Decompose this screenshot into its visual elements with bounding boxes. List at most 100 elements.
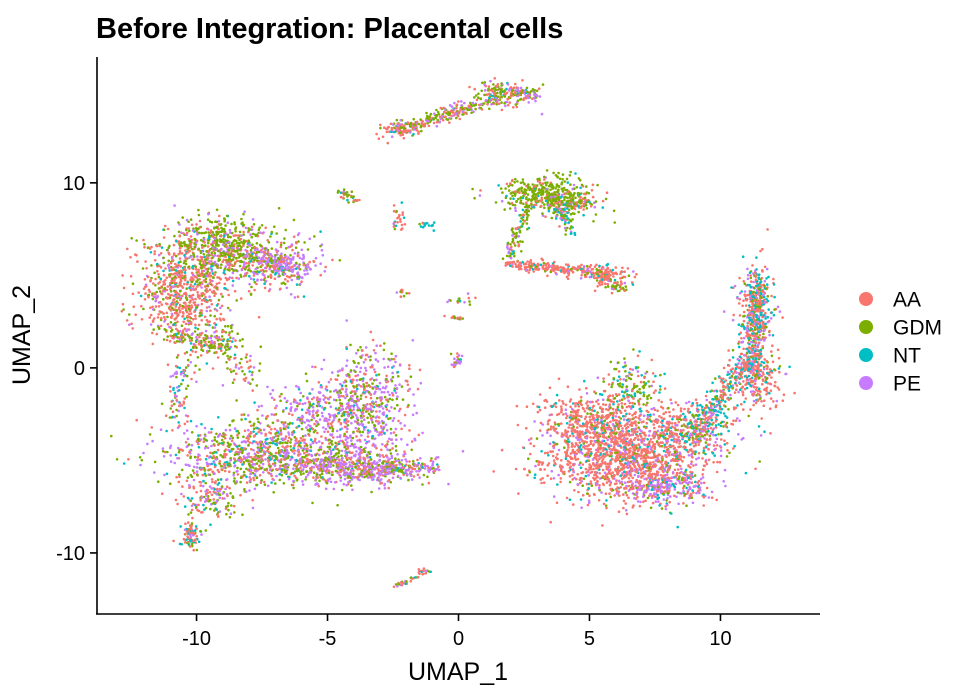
data-point-aa	[198, 219, 202, 223]
data-point-gdm	[395, 397, 399, 401]
data-point-gdm	[282, 482, 286, 485]
data-point-nt	[159, 277, 163, 281]
data-point-gdm	[360, 469, 364, 472]
data-point-aa	[465, 112, 468, 116]
data-point-aa	[565, 416, 568, 420]
data-point-gdm	[359, 394, 363, 397]
data-point-pe	[269, 392, 272, 396]
data-point-gdm	[494, 201, 498, 204]
data-point-pe	[784, 372, 787, 376]
data-point-aa	[376, 472, 379, 475]
data-point-aa	[589, 447, 592, 451]
data-point-aa	[605, 506, 608, 510]
data-point-aa	[169, 334, 172, 338]
data-point-pe	[504, 104, 507, 108]
data-point-nt	[223, 286, 226, 290]
data-point-gdm	[166, 450, 169, 454]
data-point-aa	[407, 292, 411, 295]
data-point-aa	[725, 441, 729, 445]
data-point-nt	[755, 256, 758, 259]
data-point-aa	[597, 402, 600, 406]
data-point-aa	[543, 451, 547, 455]
data-point-aa	[268, 425, 271, 429]
data-point-aa	[362, 414, 366, 418]
data-point-aa	[374, 419, 378, 423]
data-point-nt	[767, 275, 770, 279]
data-point-aa	[598, 472, 601, 475]
data-point-aa	[250, 460, 254, 464]
data-point-nt	[765, 283, 769, 286]
data-point-aa	[592, 276, 596, 280]
data-point-pe	[304, 475, 308, 479]
data-point-pe	[184, 463, 188, 467]
data-point-pe	[354, 413, 358, 417]
data-point-aa	[136, 260, 139, 263]
data-point-pe	[307, 449, 311, 452]
data-point-aa	[761, 270, 764, 273]
data-point-aa	[580, 274, 583, 277]
data-point-aa	[596, 285, 599, 288]
data-point-gdm	[302, 472, 305, 475]
data-point-aa	[375, 446, 378, 450]
data-point-gdm	[293, 435, 297, 439]
data-point-aa	[760, 276, 764, 280]
data-point-gdm	[210, 334, 213, 338]
data-point-aa	[352, 411, 356, 415]
data-point-aa	[608, 483, 612, 487]
data-point-gdm	[402, 294, 406, 298]
data-point-pe	[256, 443, 260, 446]
data-point-aa	[556, 453, 559, 456]
data-point-aa	[701, 468, 705, 472]
data-point-aa	[720, 438, 723, 441]
data-point-aa	[373, 370, 377, 374]
data-point-aa	[399, 217, 402, 221]
data-point-pe	[722, 480, 725, 483]
data-point-aa	[223, 469, 227, 473]
data-point-aa	[557, 377, 561, 381]
data-point-pe	[299, 391, 303, 395]
data-point-pe	[200, 286, 203, 289]
data-point-aa	[610, 440, 613, 444]
data-point-pe	[213, 335, 217, 339]
data-point-pe	[260, 404, 264, 408]
data-point-gdm	[150, 276, 153, 280]
data-point-gdm	[747, 414, 750, 418]
data-point-aa	[732, 447, 735, 450]
data-point-aa	[793, 391, 796, 395]
data-point-gdm	[130, 237, 133, 240]
data-point-gdm	[239, 467, 243, 471]
data-point-aa	[653, 426, 656, 430]
data-point-nt	[356, 387, 359, 391]
data-point-pe	[244, 226, 248, 230]
data-point-gdm	[708, 434, 712, 438]
data-point-pe	[321, 414, 324, 418]
data-point-aa	[184, 322, 188, 326]
data-point-pe	[355, 352, 358, 355]
data-point-gdm	[507, 189, 511, 192]
data-point-pe	[669, 495, 672, 498]
data-point-pe	[280, 252, 283, 255]
data-point-aa	[585, 425, 589, 429]
data-point-pe	[266, 385, 269, 389]
data-point-aa	[316, 396, 319, 399]
data-point-gdm	[197, 208, 200, 212]
data-point-aa	[392, 585, 396, 589]
data-point-pe	[221, 492, 225, 495]
data-point-nt	[488, 96, 491, 100]
data-point-nt	[694, 480, 697, 484]
data-point-pe	[351, 488, 354, 492]
data-point-aa	[432, 121, 436, 125]
data-point-gdm	[405, 292, 409, 295]
data-point-aa	[209, 431, 213, 434]
data-point-aa	[234, 339, 237, 342]
data-point-gdm	[626, 393, 629, 396]
data-point-aa	[546, 429, 549, 432]
data-point-aa	[213, 465, 217, 469]
data-point-pe	[664, 507, 668, 511]
data-point-pe	[285, 268, 289, 271]
data-point-nt	[319, 230, 322, 233]
data-point-aa	[427, 124, 431, 128]
data-point-aa	[160, 303, 164, 306]
data-point-gdm	[315, 424, 318, 428]
data-point-aa	[757, 341, 761, 345]
